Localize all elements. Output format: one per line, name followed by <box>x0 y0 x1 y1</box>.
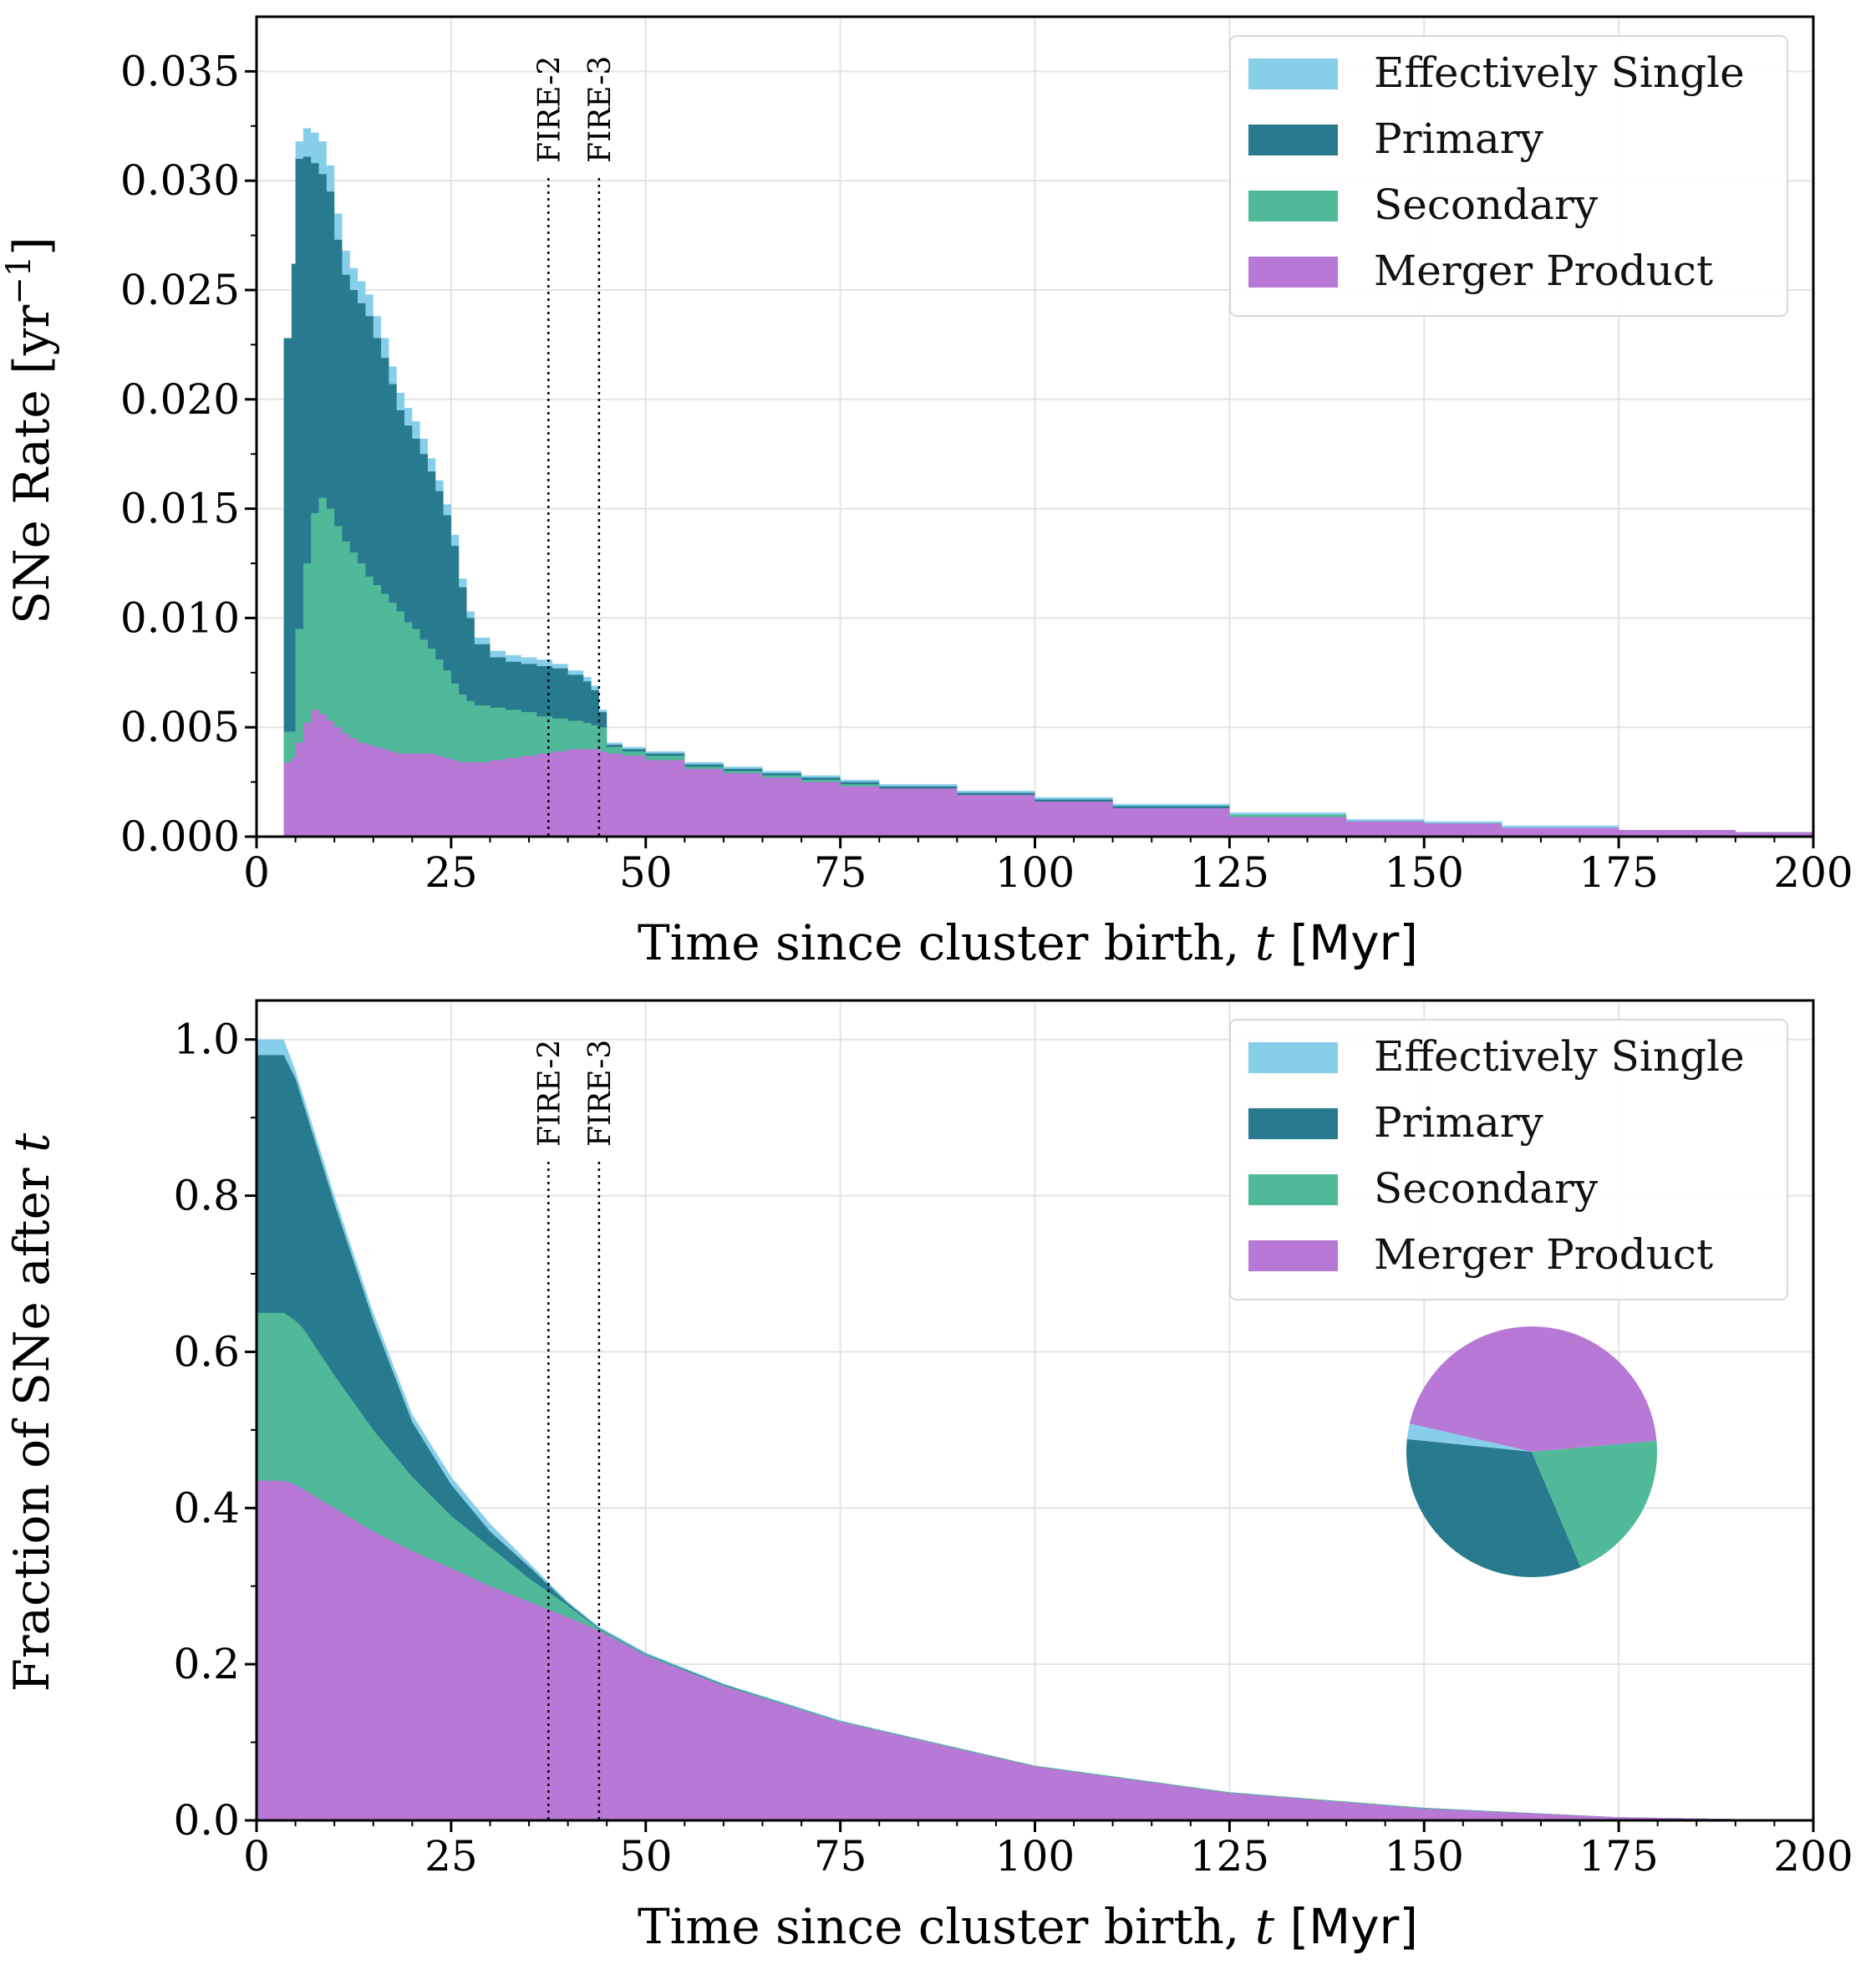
bot-xtick-label-6: 150 <box>1385 1832 1464 1881</box>
pie-slice-primary <box>1406 1438 1581 1578</box>
bot-series-merger-product <box>257 1480 1813 1820</box>
bot-legend-label-primary: Primary <box>1374 1098 1544 1147</box>
bot-xtick-label-4: 100 <box>995 1832 1075 1881</box>
top-ytick-label-1: 0.005 <box>120 703 240 751</box>
bot-legend-label-merger-product: Merger Product <box>1374 1230 1713 1279</box>
top-ticks: 0 25 50 75 100 125 150 175 200 0.000 0.005 0.010 0.0… <box>120 47 1853 897</box>
bot-ytick-label-0: 0.0 <box>173 1796 240 1845</box>
bot-xtick-label-2: 50 <box>619 1832 673 1881</box>
fraction-panel: FIRE-2 FIRE-3 0 25 50 75 100 125 150 175 200 0.0 0.… <box>3 999 1853 1955</box>
top-ytick-label-3: 0.015 <box>120 485 240 533</box>
bot-vline-label-fire-2: FIRE-2 <box>532 1040 567 1147</box>
top-ytick-label-2: 0.010 <box>120 593 240 642</box>
bot-legend-label-effectively-single: Effectively Single <box>1374 1032 1745 1081</box>
top-legend-box <box>1229 35 1788 317</box>
top-xtick-label-7: 175 <box>1579 848 1658 897</box>
top-xtick-label-2: 50 <box>619 848 673 897</box>
top-vline-label-fire-2: FIRE-2 <box>532 56 567 163</box>
bot-legend-box <box>1229 1019 1788 1301</box>
top-legend-swatch-merger-product <box>1248 257 1338 288</box>
bot-legend-label-secondary: Secondary <box>1374 1164 1599 1213</box>
top-xtick-label-6: 150 <box>1385 848 1464 897</box>
top-legend-swatch-primary <box>1248 125 1338 155</box>
top-x-axis-label: Time since cluster birth, t [Myr] <box>638 914 1418 971</box>
top-ytick-label-4: 0.020 <box>120 375 240 424</box>
bot-xtick-label-0: 0 <box>243 1832 270 1881</box>
top-reference-lines: FIRE-2 FIRE-3 <box>532 56 618 837</box>
bottom-legend: Effectively Single Primary Secondary Merger… <box>1229 1019 1788 1301</box>
bottom-stacked-area <box>257 1039 1813 1820</box>
pie-slice-merger-product <box>1409 1326 1657 1452</box>
bot-vline-label-fire-3: FIRE-3 <box>583 1040 618 1147</box>
top-legend-label-primary: Primary <box>1374 115 1544 163</box>
bottom-y-axis-label: Fraction of SNe after t <box>3 1133 60 1692</box>
bot-legend-swatch-primary <box>1248 1108 1338 1139</box>
top-legend-label-secondary: Secondary <box>1374 181 1599 229</box>
top-ytick-label-7: 0.035 <box>120 47 240 95</box>
top-legend-swatch-effectively-single <box>1248 59 1338 89</box>
pie-slice-effectively-single <box>1406 1423 1532 1452</box>
bot-xtick-label-8: 200 <box>1773 1832 1853 1881</box>
bot-ytick-label-3: 0.6 <box>173 1327 240 1376</box>
pie-slice-secondary <box>1532 1440 1657 1568</box>
bot-xtick-label-5: 125 <box>1190 1832 1269 1881</box>
top-y-axis-label: SNe Rate [yr−1] <box>0 237 60 624</box>
bot-xtick-label-7: 175 <box>1579 1832 1658 1881</box>
bottom-x-axis-label: Time since cluster birth, t [Myr] <box>638 1898 1418 1955</box>
bot-ytick-label-1: 0.2 <box>173 1640 240 1688</box>
bot-xtick-label-3: 75 <box>814 1832 867 1881</box>
top-xtick-label-1: 25 <box>425 848 478 897</box>
bot-ytick-label-4: 0.8 <box>173 1172 240 1220</box>
top-series-merger-product <box>283 710 1813 837</box>
bot-legend-swatch-effectively-single <box>1248 1042 1338 1073</box>
bot-legend-swatch-merger-product <box>1248 1240 1338 1271</box>
bottom-reference-lines: FIRE-2 FIRE-3 <box>532 1040 618 1820</box>
top-ytick-label-5: 0.025 <box>120 266 240 314</box>
top-xtick-label-0: 0 <box>243 848 270 897</box>
top-xtick-label-3: 75 <box>814 848 867 897</box>
top-legend-label-effectively-single: Effectively Single <box>1374 48 1745 97</box>
top-ytick-label-6: 0.030 <box>120 156 240 205</box>
top-xtick-label-8: 200 <box>1773 848 1853 897</box>
bot-legend-swatch-secondary <box>1248 1174 1338 1205</box>
top-legend-swatch-secondary <box>1248 191 1338 221</box>
bottom-ticks: 0 25 50 75 100 125 150 175 200 0.0 0.2 0.4 0.6 0.8 1.0 <box>173 1015 1853 1881</box>
top-legend-label-merger-product: Merger Product <box>1374 247 1713 295</box>
bot-ytick-label-5: 1.0 <box>173 1015 240 1064</box>
top-xtick-label-4: 100 <box>995 848 1075 897</box>
sne-rate-panel: FIRE-2 FIRE-3 0 25 50 75 100 125 150 175 200 0.000… <box>0 15 1853 971</box>
top-stacked-histogram <box>283 128 1813 837</box>
inset-pie-chart <box>1406 1326 1657 1578</box>
top-legend: Effectively Single Primary Secondary Merger… <box>1229 35 1788 317</box>
bot-ytick-label-2: 0.4 <box>173 1484 240 1532</box>
top-ytick-label-0: 0.000 <box>120 812 240 861</box>
top-vline-label-fire-3: FIRE-3 <box>583 56 618 163</box>
bot-xtick-label-1: 25 <box>425 1832 478 1881</box>
top-xtick-label-5: 125 <box>1190 848 1269 897</box>
